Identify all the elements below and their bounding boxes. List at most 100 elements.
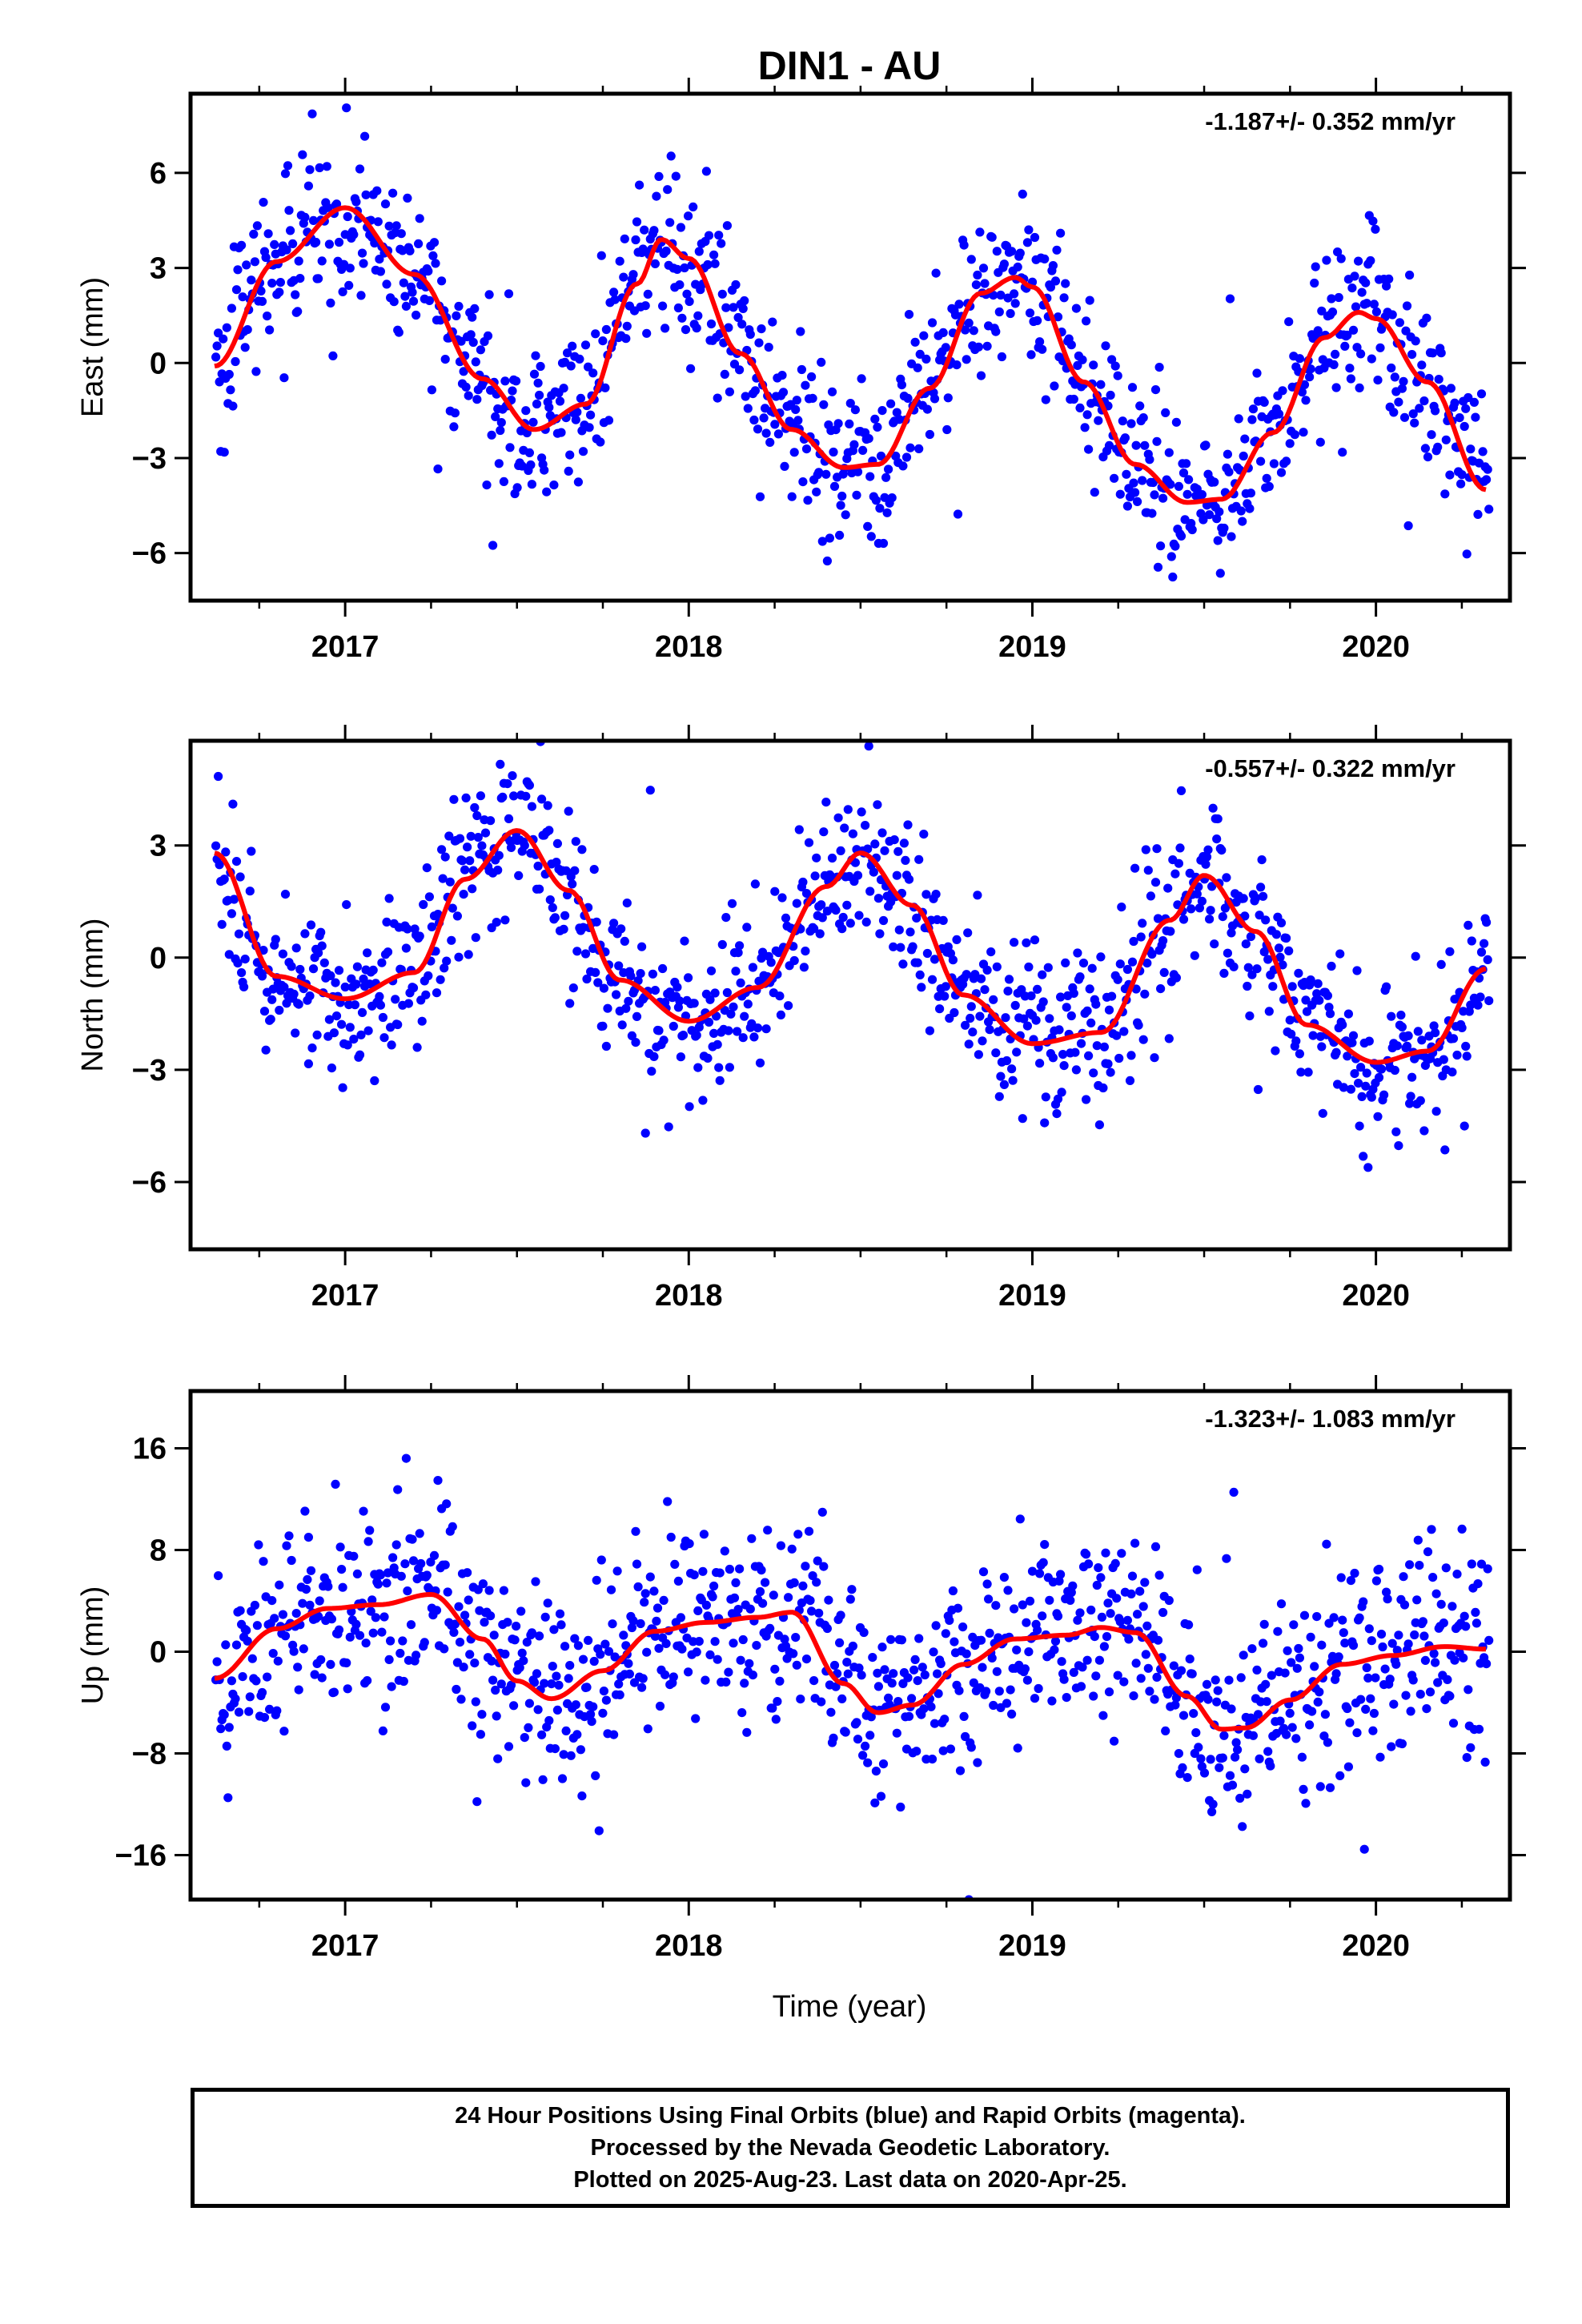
east-point (870, 414, 880, 424)
up-point (488, 1675, 498, 1685)
up-point (1445, 1691, 1455, 1701)
east-point (684, 211, 693, 221)
east-point (1423, 452, 1433, 462)
east-point (231, 285, 242, 295)
up-point (396, 1648, 405, 1659)
north-point (725, 1063, 735, 1072)
east-point (836, 501, 845, 510)
north-point (1255, 911, 1264, 920)
up-point (1185, 1655, 1195, 1664)
up-point (709, 1581, 719, 1591)
east-point (323, 203, 333, 212)
north-point (1022, 1021, 1032, 1031)
east-point (1306, 364, 1315, 374)
east-point (1274, 409, 1284, 419)
up-point (638, 1674, 648, 1683)
up-point (273, 1656, 283, 1666)
north-rate-label: -0.557+/- 0.322 mm/yr (1205, 754, 1456, 782)
up-point (1122, 1615, 1132, 1625)
east-point (314, 274, 323, 283)
east-point (384, 221, 394, 231)
north-point (580, 949, 591, 959)
up-point (1227, 1704, 1236, 1714)
north-point (1417, 1035, 1427, 1045)
east-point (864, 434, 873, 444)
north-point (750, 879, 761, 889)
east-point (798, 477, 808, 487)
east-point (1201, 440, 1211, 450)
north-point (1252, 964, 1262, 974)
up-point (1380, 1664, 1390, 1674)
east-point (326, 298, 335, 308)
north-point (1073, 948, 1082, 958)
up-point (870, 1798, 880, 1807)
east-point (389, 297, 399, 307)
north-point (873, 894, 883, 903)
up-point (1206, 1755, 1215, 1764)
east-point (901, 452, 912, 462)
east-point (858, 445, 868, 456)
north-point (640, 1128, 650, 1138)
north-point (349, 1035, 359, 1044)
up-point (692, 1647, 701, 1657)
up-point (1267, 1671, 1276, 1680)
north-point (831, 906, 841, 915)
up-point (959, 1711, 969, 1721)
up-point (1363, 1673, 1373, 1683)
up-point (982, 1579, 992, 1589)
east-point (1317, 306, 1327, 316)
north-point (1210, 939, 1219, 949)
up-point (450, 1619, 460, 1629)
east-point (1104, 440, 1114, 451)
east-point (1010, 299, 1020, 308)
east-point (1015, 248, 1025, 258)
east-point (375, 267, 385, 276)
up-point (1038, 1611, 1047, 1621)
up-point (1236, 1673, 1246, 1683)
north-point (675, 996, 685, 1006)
north-point (749, 1032, 759, 1042)
up-point (1356, 1695, 1366, 1704)
up-point (555, 1609, 565, 1618)
north-point (1318, 1108, 1327, 1118)
east-point (1462, 549, 1472, 559)
up-point (1313, 1697, 1323, 1707)
north-point (289, 989, 299, 999)
up-point (1101, 1548, 1110, 1558)
east-point (822, 556, 832, 566)
up-point (936, 1659, 946, 1668)
up-point (280, 1631, 291, 1641)
east-point (849, 440, 859, 449)
north-point (391, 995, 400, 1004)
north-point (433, 910, 443, 919)
east-point (1450, 398, 1460, 408)
up-point (303, 1533, 313, 1542)
east-point (905, 443, 915, 452)
east-point (750, 386, 761, 396)
up-point (1385, 1675, 1395, 1684)
east-point (1215, 569, 1225, 578)
up-point (338, 1582, 347, 1592)
east-point (1362, 299, 1371, 308)
up-point (524, 1699, 535, 1708)
up-point (1176, 1666, 1186, 1675)
north-point (572, 947, 582, 956)
up-point (368, 1628, 378, 1638)
north-point (1136, 932, 1146, 942)
up-point (1287, 1723, 1297, 1732)
up-point (914, 1634, 924, 1643)
east-point (380, 199, 391, 209)
east-point (1256, 456, 1266, 466)
north-point (962, 970, 971, 979)
up-point (1098, 1711, 1108, 1720)
up-point (531, 1577, 540, 1586)
north-point (1212, 834, 1222, 844)
east-point (609, 287, 619, 297)
east-point (1269, 459, 1279, 468)
north-point (898, 959, 908, 969)
east-point (238, 292, 247, 302)
up-point (1394, 1630, 1403, 1640)
north-point (893, 846, 903, 856)
up-point (1399, 1600, 1410, 1610)
up-point (845, 1594, 855, 1604)
